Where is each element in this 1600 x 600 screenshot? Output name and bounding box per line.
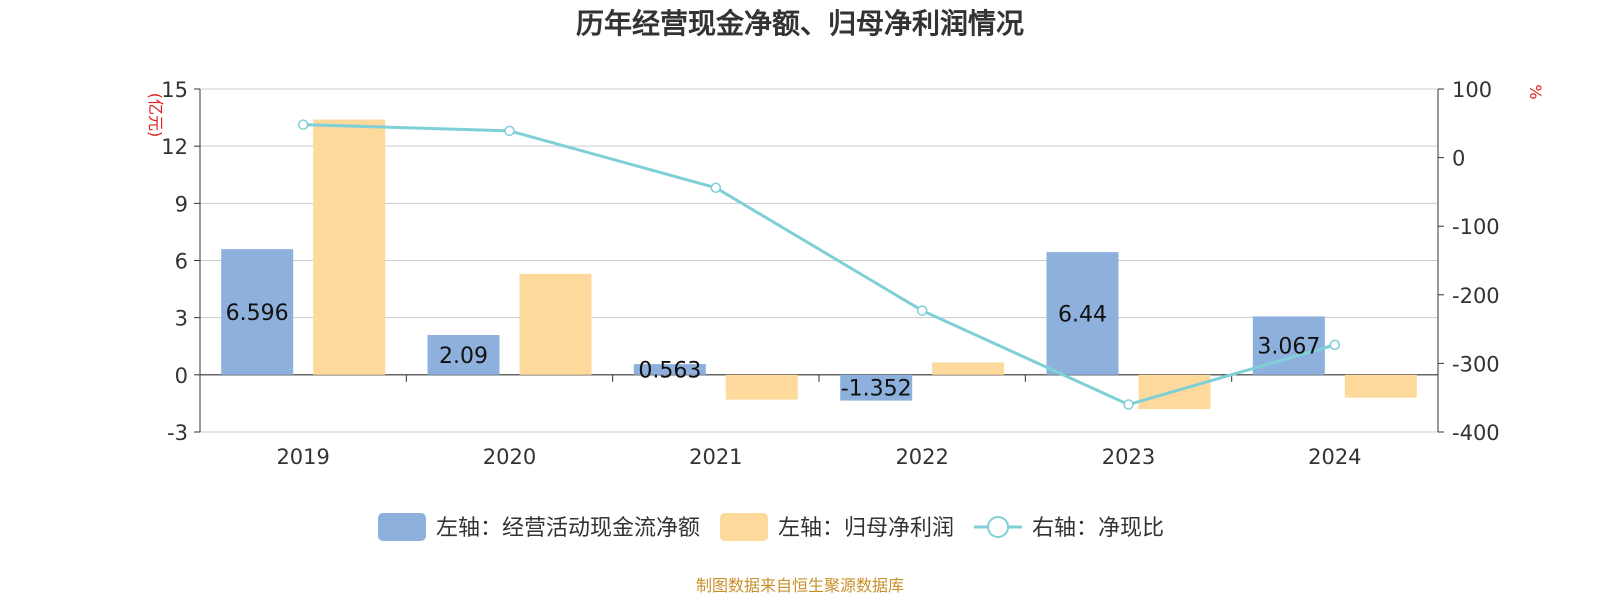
- ratio-point: [916, 305, 928, 316]
- left-tick-label: 9: [175, 192, 188, 216]
- left-tick-label: 15: [161, 78, 188, 102]
- grid-lines: [200, 88, 1438, 433]
- bar-cashflow: [427, 335, 500, 375]
- left-tick-label: 3: [175, 307, 188, 331]
- right-tick-label: -400: [1452, 421, 1500, 445]
- right-axis-unit: %: [1526, 84, 1545, 99]
- ratio-point: [1123, 399, 1134, 410]
- axes: -3 0 3 6 9 12 15 -400 -300 -200 -100 0 100 2019 2020 20…: [161, 78, 1499, 469]
- ratio-line: [297, 119, 1341, 410]
- legend-swatch-cashflow: [378, 513, 426, 541]
- x-tick-label: 2023: [1102, 445, 1155, 469]
- bar-net-profit: [932, 362, 1005, 375]
- legend-swatch-net-profit: [720, 513, 769, 541]
- bars: [221, 119, 1417, 410]
- left-tick-label: -3: [167, 421, 188, 445]
- ratio-line-path: [303, 123, 1336, 407]
- data-label: 6.44: [1058, 302, 1107, 327]
- right-tick-label: -100: [1452, 215, 1500, 239]
- left-tick-label: 6: [175, 250, 188, 274]
- data-label: 6.596: [226, 301, 289, 326]
- data-label: 0.563: [638, 358, 701, 383]
- legend-label: 左轴：归母净利润: [778, 516, 954, 541]
- bar-net-profit: [313, 119, 386, 375]
- x-tick-label: 2021: [689, 445, 742, 469]
- left-tick-label: 12: [161, 135, 188, 159]
- ratio-point: [1329, 339, 1341, 351]
- chart-title: 历年经营现金净额、归母净利润情况: [576, 7, 1024, 40]
- bar-net-profit: [519, 273, 592, 375]
- x-tick-label: 2024: [1308, 445, 1361, 469]
- ratio-point: [710, 182, 722, 194]
- source-note: 制图数据来自恒生聚源数据库: [696, 576, 904, 595]
- bar-net-profit: [725, 374, 798, 400]
- x-tick-label: 2020: [483, 445, 536, 469]
- legend-label: 右轴：净现比: [1032, 516, 1164, 541]
- legend-swatch-ratio-marker: [987, 516, 1010, 538]
- bar-cashflow: [221, 249, 294, 375]
- bar-net-profit: [1344, 374, 1417, 398]
- left-axis-unit: (亿元): [146, 93, 165, 138]
- legend: 左轴：经营活动现金流净额 左轴：归母净利润 右轴：净现比: [378, 513, 1164, 541]
- data-label: 2.09: [439, 344, 488, 369]
- ratio-point: [297, 119, 309, 130]
- right-tick-label: -300: [1452, 352, 1500, 376]
- data-label: 3.067: [1257, 335, 1320, 360]
- bar-cashflow: [1046, 252, 1119, 375]
- x-tick-label: 2022: [895, 445, 948, 469]
- ratio-point: [504, 125, 515, 137]
- right-tick-label: -200: [1452, 284, 1500, 308]
- x-tick-label: 2019: [276, 445, 329, 469]
- bar-cashflow: [633, 364, 706, 375]
- bar-cashflow: [840, 374, 913, 401]
- right-tick-label: 100: [1452, 78, 1492, 102]
- left-tick-label: 0: [175, 364, 188, 388]
- legend-label: 左轴：经营活动现金流净额: [436, 516, 700, 541]
- right-tick-label: 0: [1452, 147, 1465, 171]
- data-label: -1.352: [841, 377, 912, 402]
- data-labels: 6.596 2.09 0.563 -1.352 6.44 3.067: [226, 301, 1321, 402]
